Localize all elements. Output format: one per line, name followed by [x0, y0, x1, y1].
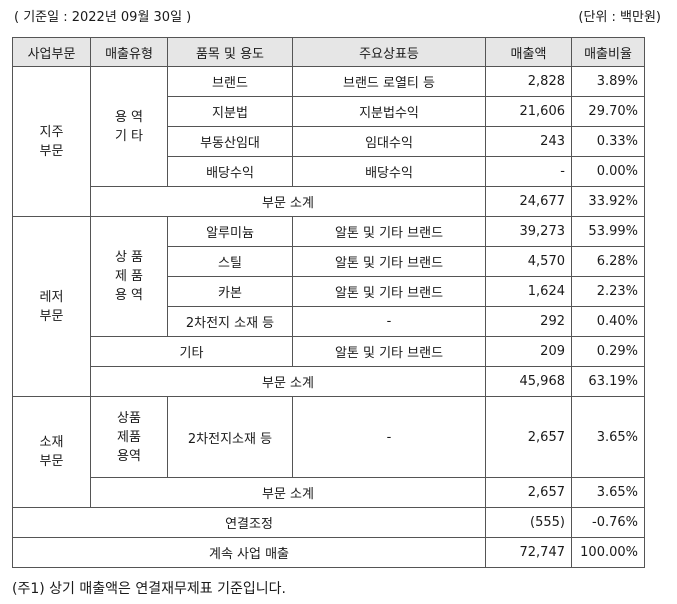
table-row: 카본 알톤 및 기타 브랜드 1,624 2.23% [13, 276, 645, 307]
column-header: 품목 및 용도 [167, 37, 293, 67]
table-header-row: 사업부문 매출유형 품목 및 용도 주요상표등 매출액 매출비율 [12, 37, 645, 67]
column-header: 매출유형 [90, 37, 168, 67]
subtotal-row: 부문 소계 24,677 33.92% [13, 186, 645, 217]
type-cell-materials: 상품 제품 용역 [90, 396, 168, 478]
item-cell: 지분법 [167, 96, 293, 127]
ratio-cell: 0.29% [571, 336, 645, 367]
subtotal-sales: 45,968 [485, 366, 572, 397]
ratio-cell: 53.99% [571, 216, 645, 247]
unit-note: (단위 : 백만원) [578, 10, 661, 25]
table-row: 부동산임대 임대수익 243 0.33% [13, 126, 645, 157]
subtotal-label: 부문 소계 [90, 366, 486, 397]
sales-cell: 1,624 [485, 276, 572, 307]
footnote: (주1) 상기 매출액은 연결재무제표 기준입니다. [12, 581, 286, 597]
total-sales: 72,747 [485, 537, 572, 568]
sales-cell: 2,828 [485, 66, 572, 97]
adjustment-sales: (555) [485, 507, 572, 538]
table-row: 배당수익 배당수익 - 0.00% [13, 156, 645, 187]
adjustment-row: 연결조정 (555) -0.76% [12, 507, 645, 538]
item-cell: 브랜드 [167, 66, 293, 97]
ratio-cell: 0.33% [571, 126, 645, 157]
brand-cell: 배당수익 [292, 156, 486, 187]
item-cell: 2차전지 소재 등 [167, 306, 293, 337]
total-label: 계속 사업 매출 [12, 537, 486, 568]
adjustment-ratio: -0.76% [571, 507, 645, 538]
subtotal-label: 부문 소계 [90, 186, 486, 217]
total-row: 계속 사업 매출 72,747 100.00% [12, 537, 645, 568]
brand-cell: 브랜드 로열티 등 [292, 66, 486, 97]
ratio-cell: 6.28% [571, 246, 645, 277]
table-row: 기타 알톤 및 기타 브랜드 209 0.29% [13, 336, 645, 367]
base-date-note: ( 기준일 : 2022년 09월 30일 ) [14, 10, 192, 25]
ratio-cell: 29.70% [571, 96, 645, 127]
sales-cell: 292 [485, 306, 572, 337]
subtotal-ratio: 3.65% [571, 477, 645, 508]
subtotal-ratio: 63.19% [571, 366, 645, 397]
subtotal-sales: 24,677 [485, 186, 572, 217]
brand-cell: - [292, 396, 486, 478]
item-cell: 카본 [167, 276, 293, 307]
subtotal-row: 부문 소계 2,657 3.65% [13, 477, 645, 508]
subtotal-label: 부문 소계 [90, 477, 486, 508]
column-header: 매출액 [485, 37, 572, 67]
brand-cell: 지분법수익 [292, 96, 486, 127]
item-cell: 2차전지소재 등 [167, 396, 293, 478]
column-header: 사업부문 [12, 37, 91, 67]
subtotal-ratio: 33.92% [571, 186, 645, 217]
ratio-cell: 3.65% [571, 396, 645, 478]
total-ratio: 100.00% [571, 537, 645, 568]
item-cell: 스틸 [167, 246, 293, 277]
subtotal-row: 부문 소계 45,968 63.19% [13, 366, 645, 397]
brand-cell: - [292, 306, 486, 337]
item-cell: 기타 [90, 336, 293, 367]
segment-cell-holding: 지주 부문 [12, 66, 91, 217]
ratio-cell: 0.40% [571, 306, 645, 337]
column-header: 매출비율 [571, 37, 645, 67]
sales-cell: - [485, 156, 572, 187]
subtotal-sales: 2,657 [485, 477, 572, 508]
table-row: 지분법 지분법수익 21,606 29.70% [13, 96, 645, 127]
sales-cell: 4,570 [485, 246, 572, 277]
brand-cell: 알톤 및 기타 브랜드 [292, 216, 486, 247]
ratio-cell: 0.00% [571, 156, 645, 187]
sales-cell: 209 [485, 336, 572, 367]
sales-cell: 21,606 [485, 96, 572, 127]
brand-cell: 알톤 및 기타 브랜드 [292, 246, 486, 277]
sales-table: 사업부문 매출유형 품목 및 용도 주요상표등 매출액 매출비율 지주 부문 용 … [12, 37, 645, 568]
item-cell: 알루미늄 [167, 216, 293, 247]
column-header: 주요상표등 [292, 37, 486, 67]
item-cell: 부동산임대 [167, 126, 293, 157]
item-cell: 배당수익 [167, 156, 293, 187]
table-row: 소재 부문 상품 제품 용역 2차전지소재 등 - 2,657 3.65% [12, 396, 645, 508]
brand-cell: 임대수익 [292, 126, 486, 157]
adjustment-label: 연결조정 [12, 507, 486, 538]
brand-cell: 알톤 및 기타 브랜드 [292, 336, 486, 367]
ratio-cell: 3.89% [571, 66, 645, 97]
sales-cell: 39,273 [485, 216, 572, 247]
sales-cell: 2,657 [485, 396, 572, 478]
segment-cell-materials: 소재 부문 [12, 396, 91, 508]
ratio-cell: 2.23% [571, 276, 645, 307]
segment-cell-leisure: 레저 부문 [12, 216, 91, 397]
brand-cell: 알톤 및 기타 브랜드 [292, 276, 486, 307]
sales-cell: 243 [485, 126, 572, 157]
